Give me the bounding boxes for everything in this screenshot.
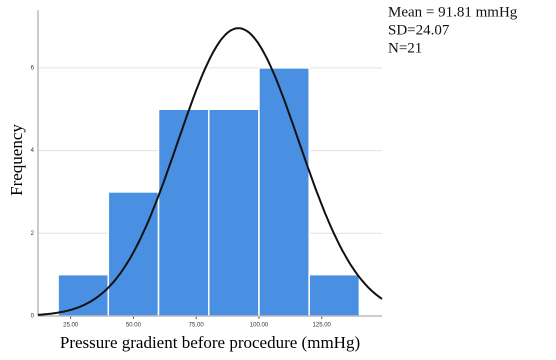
x-tick-label: 125.00 <box>313 323 332 329</box>
bar <box>308 273 361 317</box>
y-tick-label: 4 <box>31 148 35 154</box>
n-label: N=21 <box>388 40 422 56</box>
y-tick-label: 0 <box>31 314 35 320</box>
x-tick-label: 75.00 <box>189 323 205 329</box>
bar <box>157 108 210 317</box>
mean-label: Mean = 91.81 mmHg <box>388 4 518 20</box>
bar <box>207 108 260 317</box>
y-tick-label: 6 <box>31 65 35 71</box>
normal-curve <box>37 27 383 316</box>
bar <box>258 67 310 317</box>
sd-label: SD=24.07 <box>388 22 450 38</box>
y-axis-label: Frequency <box>7 124 26 196</box>
y-tick-label: 2 <box>31 231 35 237</box>
x-tick-label: 100.00 <box>250 323 269 329</box>
x-tick-label: 25.00 <box>63 323 79 329</box>
x-tick-label: 50.00 <box>126 323 142 329</box>
x-axis-label: Pressure gradient before procedure (mmHg… <box>60 333 360 352</box>
